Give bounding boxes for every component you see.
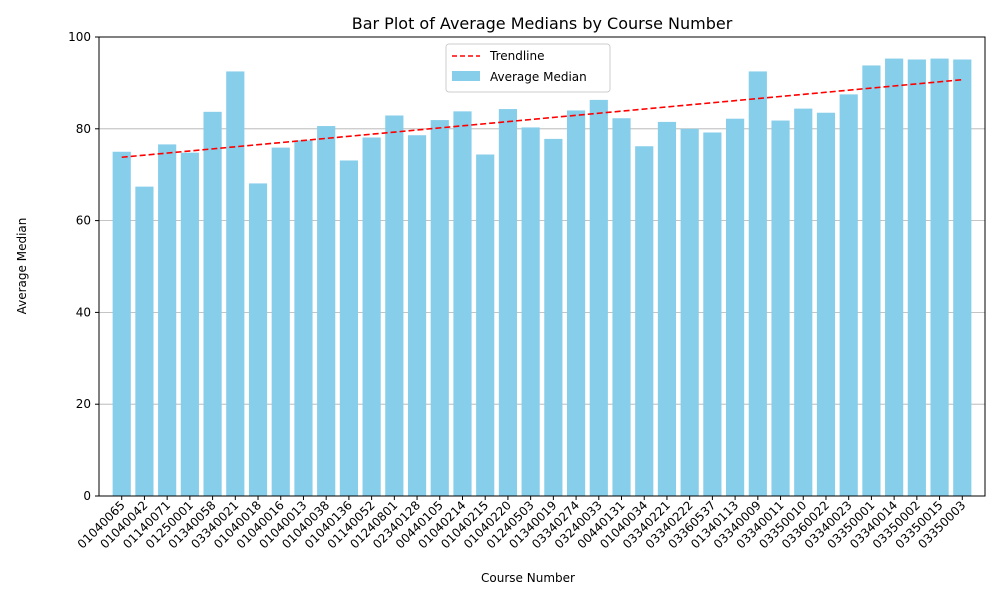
bar bbox=[317, 126, 336, 497]
y-tick-label: 100 bbox=[68, 30, 91, 44]
bar bbox=[953, 59, 972, 497]
bar bbox=[430, 120, 449, 496]
legend-bar-label: Average Median bbox=[490, 70, 587, 84]
bar bbox=[158, 144, 177, 496]
bar bbox=[135, 186, 154, 496]
bar bbox=[635, 146, 654, 496]
trendline-layer bbox=[121, 78, 963, 159]
y-axis-label: Average Median bbox=[15, 218, 29, 315]
x-axis-label: Course Number bbox=[481, 571, 575, 585]
y-tick-label: 20 bbox=[76, 397, 91, 411]
bar bbox=[566, 110, 586, 496]
bar bbox=[248, 183, 268, 496]
chart-title: Bar Plot of Average Medians by Course Nu… bbox=[352, 14, 733, 33]
bar bbox=[589, 99, 608, 497]
bar bbox=[498, 109, 518, 497]
bar bbox=[680, 128, 699, 497]
bar bbox=[771, 120, 790, 497]
bar bbox=[544, 138, 563, 496]
y-tick-label: 40 bbox=[76, 305, 91, 319]
trendline bbox=[121, 78, 963, 159]
bar bbox=[885, 58, 904, 497]
bar bbox=[521, 127, 540, 496]
bar bbox=[816, 112, 836, 497]
y-tick-label: 60 bbox=[76, 214, 91, 228]
legend-bar-swatch bbox=[452, 71, 480, 81]
bar bbox=[930, 58, 949, 497]
bar bbox=[385, 115, 404, 496]
legend-trendline-label: Trendline bbox=[489, 49, 545, 63]
bar bbox=[907, 59, 926, 497]
bar bbox=[339, 160, 358, 496]
bar bbox=[453, 111, 472, 496]
legend-box bbox=[445, 43, 611, 93]
bar bbox=[226, 71, 245, 497]
bar bbox=[271, 147, 290, 496]
bar bbox=[703, 132, 722, 497]
plot-frame bbox=[98, 36, 986, 497]
bar bbox=[112, 151, 131, 496]
legend: Trendline Average Median bbox=[445, 43, 611, 93]
y-tick-label: 0 bbox=[83, 489, 91, 503]
bar bbox=[612, 118, 631, 497]
bar bbox=[862, 65, 881, 496]
bars bbox=[112, 58, 972, 497]
y-axis-ticks: 0 20 40 60 80 100 bbox=[68, 30, 99, 503]
bar bbox=[294, 140, 313, 496]
bar bbox=[726, 118, 745, 497]
bar bbox=[839, 94, 858, 496]
bar bbox=[794, 108, 813, 496]
y-tick-label: 80 bbox=[76, 122, 91, 136]
bar bbox=[476, 154, 495, 496]
bar bbox=[362, 137, 381, 496]
bar bbox=[180, 152, 199, 496]
bar bbox=[407, 135, 427, 496]
bar bbox=[203, 111, 222, 496]
bar bbox=[748, 71, 767, 497]
bar bbox=[657, 121, 677, 496]
